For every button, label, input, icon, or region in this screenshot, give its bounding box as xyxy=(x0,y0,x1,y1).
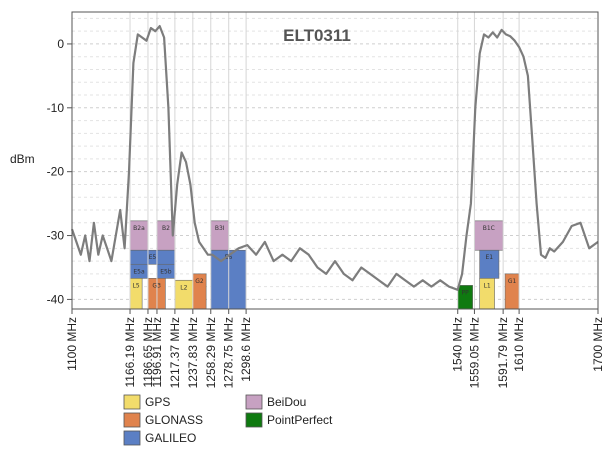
x-tick-label: 1258.29 MHz xyxy=(204,317,218,388)
y-tick-label: -10 xyxy=(47,101,65,115)
band-label-l2: L2 xyxy=(180,284,187,291)
band-label-e1: E1 xyxy=(485,254,493,261)
x-tick-label: 1186.65 MHz xyxy=(141,317,155,387)
x-tick-label: 1540 MHz xyxy=(451,317,465,372)
chart-title: ELT0311 xyxy=(283,26,351,45)
x-tick-label: 1591.79 MHz xyxy=(496,317,510,388)
band-label-e5b: E5b xyxy=(160,268,172,275)
legend-swatch-glonass xyxy=(123,412,141,428)
x-tick-label: 1196.91 MHz xyxy=(150,317,164,387)
plot-area-frame xyxy=(71,11,599,310)
x-tick-label: 1237.83 MHz xyxy=(186,317,200,388)
band-rectangles: B2aB2B3IE5E5aE5bL5G3L2G2E6PPB1CE1L1G1 xyxy=(129,220,520,310)
legend-swatch-pointperfect xyxy=(245,412,263,428)
band-label-g2: G2 xyxy=(195,278,204,285)
legend-swatch-gps xyxy=(123,394,141,410)
legend-swatch-beidou xyxy=(245,394,263,410)
x-tick-label: 1278.75 MHz xyxy=(222,317,236,388)
legend: GPS GLONASS GALILEO BeiDou PointPerfect xyxy=(123,394,333,446)
legend-label-gps: GPS xyxy=(145,395,170,409)
grid-lines xyxy=(72,17,598,300)
x-tick-label: 1610 MHz xyxy=(512,317,526,372)
legend-label-beidou: BeiDou xyxy=(267,395,306,409)
band-label-g1: G1 xyxy=(508,278,517,285)
band-label-e5: E5 xyxy=(149,254,157,261)
band-label-pp: PP xyxy=(462,289,470,296)
y-tick-label: -40 xyxy=(47,292,65,306)
band-label-e5a: E5a xyxy=(133,268,145,275)
y-tick-label: -30 xyxy=(47,229,65,243)
spectrum-trace xyxy=(70,25,599,291)
band-label-b2a: B2a xyxy=(133,225,145,232)
legend-swatch-galileo xyxy=(123,430,141,446)
legend-label-galileo: GALILEO xyxy=(145,431,196,445)
x-tick-label: 1559.05 MHz xyxy=(467,317,481,388)
x-tick-label: 1217.37 MHz xyxy=(168,317,182,388)
x-tick-label: 1166.19 MHz xyxy=(123,317,137,387)
y-axis-label: dBm xyxy=(10,152,35,166)
legend-label-pointperfect: PointPerfect xyxy=(267,413,333,427)
x-tick-label: 1700 MHz xyxy=(591,317,605,372)
band-label-b1c: B1C xyxy=(483,225,495,232)
y-axis-ticks: 0 -10 -20 -30 -40 xyxy=(47,37,72,306)
legend-label-glonass: GLONASS xyxy=(145,413,203,427)
band-label-l1: L1 xyxy=(484,282,491,289)
x-tick-label: 1100 MHz xyxy=(65,317,79,371)
band-label-b2: B2 xyxy=(162,225,170,232)
y-tick-label: 0 xyxy=(57,37,64,51)
y-tick-label: -20 xyxy=(47,165,65,179)
x-tick-label: 1298.6 MHz xyxy=(239,317,253,382)
band-label-b3i: B3I xyxy=(215,225,225,232)
band-b1c xyxy=(474,220,504,251)
band-label-l5: L5 xyxy=(132,282,139,289)
